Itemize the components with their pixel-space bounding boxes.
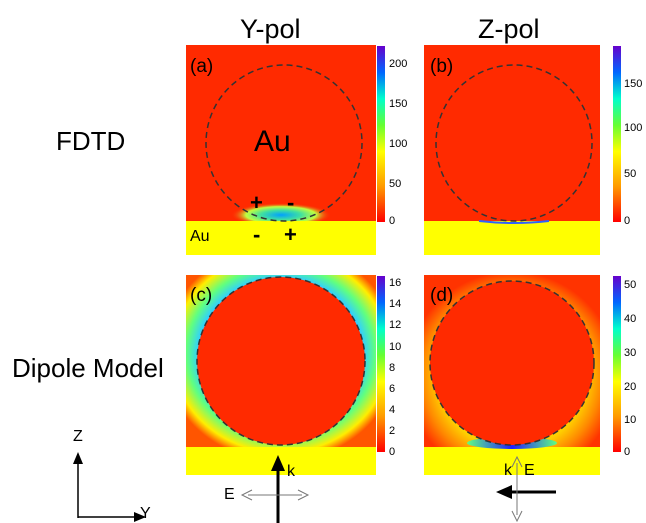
particle-outline [435, 64, 593, 222]
particle-label: Au [254, 125, 291, 158]
colorbar-d-tick: 10 [624, 414, 637, 426]
colorbar-d-tick: 50 [624, 279, 637, 291]
colorbar-a-tick: 100 [389, 138, 408, 150]
colorbar-d-tick: 0 [624, 446, 631, 458]
colorbar-c-tick: 16 [389, 277, 402, 289]
substrate [424, 221, 600, 255]
colorbar-b-tick: 150 [624, 78, 643, 90]
column-title-zpol: Z-pol [478, 14, 540, 44]
colorbar-d-tick: 30 [624, 347, 637, 359]
zpol-k-label: k [504, 462, 512, 479]
colorbar-a-tick: 150 [389, 98, 408, 110]
colorbar-d [613, 276, 621, 452]
panel-label-d: (d) [430, 285, 454, 306]
colorbar-c [377, 276, 385, 452]
row-title-dipole-model: Dipole Model [12, 353, 164, 383]
panel-a [186, 45, 376, 255]
colorbar-c-tick: 6 [389, 383, 396, 395]
colorbar-a-tick: 0 [389, 215, 396, 227]
charge-top-right: - [287, 190, 295, 215]
colorbar-c-tick: 0 [389, 446, 396, 458]
zpol-e-arrow-icon [511, 455, 523, 523]
charge-bottom-left: - [253, 222, 261, 247]
panel-label-a: (a) [190, 56, 214, 77]
colorbar-b-tick: 50 [624, 168, 637, 180]
field-map [424, 45, 600, 223]
panel-label-b: (b) [430, 56, 454, 77]
charge-top-left: + [250, 190, 263, 215]
column-title-ypol: Y-pol [240, 14, 301, 44]
colorbar-c-tick: 8 [389, 362, 396, 374]
colorbar-d-tick: 20 [624, 381, 637, 393]
colorbar-c-tick: 12 [389, 319, 402, 331]
ypol-e-label: E [224, 486, 235, 503]
substrate [186, 221, 376, 255]
colorbar-b-tick: 0 [624, 215, 631, 227]
zpol-k-arrow-icon [496, 485, 556, 499]
colorbar-a [377, 46, 385, 222]
axis-label-z: Z [73, 428, 83, 445]
axis-label-y: Y [140, 505, 151, 522]
particle-outline [205, 64, 363, 222]
particle-outline [196, 276, 366, 446]
substrate-label: Au [190, 228, 210, 245]
panel-d [424, 275, 600, 475]
colorbar-d-tick: 40 [624, 313, 637, 325]
particle-outline [429, 280, 595, 446]
colorbar-c-tick: 2 [389, 425, 396, 437]
panel-c [186, 275, 376, 475]
colorbar-c-tick: 14 [389, 298, 402, 310]
ypol-e-arrow-icon [240, 489, 310, 501]
ypol-k-arrow-icon [271, 455, 285, 523]
colorbar-c-tick: 4 [389, 404, 396, 416]
colorbar-b [613, 46, 621, 222]
hotspot [478, 220, 550, 224]
ypol-k-label: k [287, 463, 295, 480]
substrate [424, 447, 600, 475]
panel-b [424, 45, 600, 255]
colorbar-c-tick: 10 [389, 341, 402, 353]
colorbar-a-tick: 50 [389, 178, 402, 190]
row-title-fdtd: FDTD [56, 126, 126, 156]
zpol-e-label: E [524, 462, 535, 479]
charge-bottom-right: + [284, 222, 297, 247]
colorbar-a-tick: 200 [389, 58, 408, 70]
colorbar-b-tick: 100 [624, 122, 643, 134]
panel-label-c: (c) [190, 285, 213, 306]
coordinate-axes-icon [73, 452, 146, 522]
